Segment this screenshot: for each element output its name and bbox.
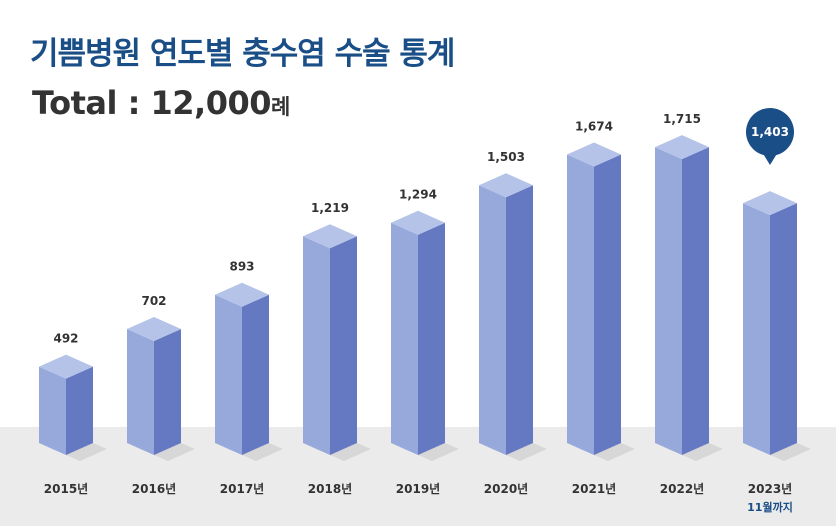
bar-top-face xyxy=(655,135,709,160)
category-note: 11월까지 xyxy=(747,500,793,514)
bar-front-face xyxy=(391,222,418,455)
bar-front-face xyxy=(743,203,770,455)
value-label: 1,715 xyxy=(663,112,701,126)
value-label: 1,403 xyxy=(751,125,789,139)
value-callout-pointer xyxy=(762,152,778,165)
value-label: 492 xyxy=(53,332,78,346)
bar-front-face xyxy=(479,185,506,456)
total-unit: 례 xyxy=(270,95,290,119)
bar-shadow xyxy=(242,443,283,461)
total-value: 12,000 xyxy=(150,84,272,122)
bar-shadow xyxy=(66,443,107,461)
bar-top-face xyxy=(743,191,797,216)
bar-side-face xyxy=(594,154,621,455)
category-label: 2019년 xyxy=(396,482,440,496)
bar-side-face xyxy=(682,147,709,455)
bar-front-face xyxy=(567,154,594,455)
category-label: 2016년 xyxy=(132,482,176,496)
bar-side-face xyxy=(770,203,797,455)
bar-top-face xyxy=(303,224,357,249)
bar-side-face xyxy=(418,222,445,455)
value-label: 1,294 xyxy=(399,188,437,202)
bar-side-face xyxy=(242,294,269,455)
category-label: 2023년 xyxy=(748,482,792,496)
bar-shadow xyxy=(330,443,371,461)
value-label: 1,674 xyxy=(575,120,613,134)
bar-shadow xyxy=(154,443,195,461)
total-summary: Total : 12,000례 xyxy=(32,84,290,122)
bar-front-face xyxy=(655,147,682,455)
value-label: 1,219 xyxy=(311,201,349,215)
bar-side-face xyxy=(154,328,181,455)
bar-shadow xyxy=(682,443,723,461)
bar-top-face xyxy=(127,316,181,341)
bar-front-face xyxy=(127,328,154,455)
category-label: 2015년 xyxy=(44,482,88,496)
bar-side-face xyxy=(506,185,533,456)
bar-shadow xyxy=(418,443,459,461)
bar-shadow xyxy=(770,443,811,461)
value-callout-bubble xyxy=(746,108,794,156)
chart-title: 기쁨병원 연도별 충수염 수술 통계 xyxy=(30,36,455,72)
bar-top-face xyxy=(39,354,93,379)
bar-top-face xyxy=(215,282,269,307)
bar-side-face xyxy=(330,236,357,455)
bar-top-face xyxy=(479,173,533,198)
bar-shadow xyxy=(594,443,635,461)
bar-front-face xyxy=(39,366,66,455)
value-label: 702 xyxy=(141,294,166,308)
bar-top-face xyxy=(391,210,445,235)
bar-top-face xyxy=(567,142,621,167)
bar-shadow xyxy=(506,443,547,461)
bar-side-face xyxy=(66,366,93,455)
bar-front-face xyxy=(303,236,330,455)
bar-front-face xyxy=(215,294,242,455)
category-label: 2017년 xyxy=(220,482,264,496)
category-label: 2018년 xyxy=(308,482,352,496)
category-label: 2020년 xyxy=(484,482,528,496)
category-label: 2021년 xyxy=(572,482,616,496)
value-label: 893 xyxy=(229,260,254,274)
category-label: 2022년 xyxy=(660,482,704,496)
total-label: Total : xyxy=(32,84,151,122)
value-label: 1,503 xyxy=(487,150,525,164)
